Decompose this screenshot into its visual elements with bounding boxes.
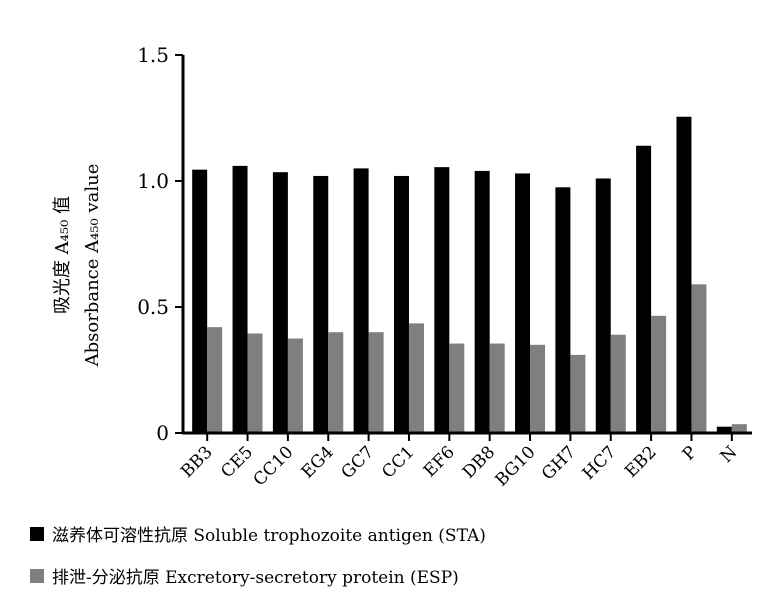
x-tick-label-ef6: EF6 <box>420 442 459 481</box>
bar-sta-bb3 <box>192 169 208 433</box>
legend-label-sta: 滋养体可溶性抗原 Soluble trophozoite antigen (ST… <box>52 526 486 546</box>
bar-esp-cc1 <box>408 323 424 433</box>
y-tick-label: 1.0 <box>137 169 169 193</box>
bar-esp-gh7 <box>570 354 586 433</box>
x-tick-label-gh7: GH7 <box>538 442 580 484</box>
x-tick-label-bb3: BB3 <box>177 442 216 481</box>
bar-sta-db8 <box>474 170 490 434</box>
bar-sta-cc1 <box>393 175 409 433</box>
bar-esp-p <box>691 284 707 433</box>
legend-item-esp: 排泄-分泌抗原 Excretory-secretory protein (ESP… <box>30 563 459 588</box>
bar-esp-n <box>731 424 747 433</box>
x-tick-label-hc7: HC7 <box>579 442 620 483</box>
bar-esp-eg4 <box>328 332 344 433</box>
bar-esp-cc10 <box>287 338 303 433</box>
bar-sta-hc7 <box>595 178 611 433</box>
bar-sta-n <box>716 426 732 433</box>
bar-esp-hc7 <box>610 334 626 433</box>
bar-sta-eb2 <box>636 145 652 433</box>
legend-swatch-esp <box>30 568 44 583</box>
bar-sta-gh7 <box>555 187 571 433</box>
y-tick-label: 0.5 <box>137 295 169 319</box>
y-tick-label: 0 <box>156 421 169 445</box>
bar-chart: 吸光度 A₄₅₀ 值 Absorbance A₄₅₀ value 0 0.5 1.0… <box>52 43 752 490</box>
bar-sta-p <box>676 116 692 434</box>
bar-sta-cc10 <box>272 172 288 433</box>
legend-item-sta: 滋养体可溶性抗原 Soluble trophozoite antigen (ST… <box>30 521 486 546</box>
bar-esp-ce5 <box>247 333 263 433</box>
bar-sta-ef6 <box>434 167 450 433</box>
bar-esp-db8 <box>489 343 505 433</box>
x-tick-label-n: N <box>717 442 742 467</box>
x-tick-label-eg4: EG4 <box>298 442 338 482</box>
bar-esp-ef6 <box>449 343 465 433</box>
bar-esp-bg10 <box>530 344 546 433</box>
y-axis-label-cn: 吸光度 A₄₅₀ 值 <box>52 196 73 314</box>
x-tick-label-cc1: CC1 <box>378 442 418 482</box>
bar-sta-bg10 <box>515 173 531 433</box>
bar-sta-eg4 <box>313 175 329 433</box>
bar-sta-ce5 <box>232 165 248 433</box>
y-axis-label-en: Absorbance A₄₅₀ value <box>82 164 103 368</box>
y-tick-label: 1.5 <box>137 43 169 67</box>
x-tick-label-gc7: GC7 <box>338 442 379 483</box>
x-tick-label-cc10: CC10 <box>250 442 298 490</box>
x-tick-label-p: P <box>679 442 701 464</box>
bar-esp-eb2 <box>651 315 667 433</box>
x-tick-label-eb2: EB2 <box>621 442 660 481</box>
bar-esp-gc7 <box>368 332 384 433</box>
legend-label-esp: 排泄-分泌抗原 Excretory-secretory protein (ESP… <box>52 568 459 588</box>
legend-swatch-sta <box>30 526 44 541</box>
bar-sta-gc7 <box>353 168 369 433</box>
bar-esp-bb3 <box>207 327 223 433</box>
x-tick-label-bg10: BG10 <box>491 442 539 490</box>
